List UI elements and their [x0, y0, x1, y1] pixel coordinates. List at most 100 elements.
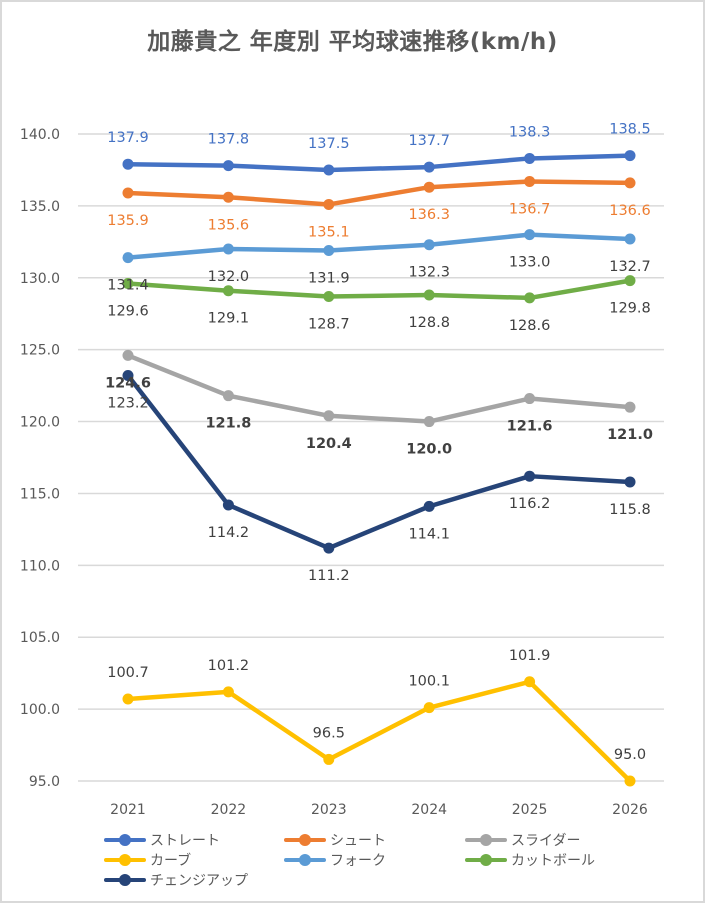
series-0-data-label: 138.3 — [509, 124, 551, 140]
series-1-data-label: 135.6 — [208, 217, 250, 233]
series-0-data-label: 137.5 — [308, 136, 350, 152]
legend-swatch-icon — [284, 830, 326, 850]
series-5-point — [624, 275, 636, 287]
series-2-point — [524, 393, 536, 405]
series-0-point — [122, 158, 134, 170]
legend-item: シュート — [284, 830, 386, 850]
series-1-data-label: 136.7 — [509, 201, 551, 217]
series-5-data-label: 128.6 — [509, 318, 551, 334]
legend-item: チェンジアップ — [104, 870, 248, 890]
series-6-data-label: 123.2 — [107, 396, 149, 412]
chart-title: 加藤貴之 年度別 平均球速推移(km/h) — [147, 29, 558, 55]
series-5-line — [125, 278, 633, 301]
series-0-point — [423, 161, 435, 173]
gridlines — [78, 133, 664, 782]
y-tick-label: 115.0 — [20, 486, 60, 502]
series-2-point — [323, 410, 335, 422]
legend-item: スライダー — [465, 830, 580, 850]
series-0-data-label: 138.5 — [609, 122, 651, 138]
series-6-point — [423, 500, 435, 512]
legend-swatch-icon — [465, 850, 507, 870]
series-3-line — [125, 679, 633, 784]
series-6-data-label: 114.2 — [208, 525, 250, 541]
series-5-data-label: 129.8 — [609, 301, 651, 317]
series-5-data-label: 129.6 — [107, 304, 149, 320]
legend-label: ストレート — [150, 833, 220, 849]
series-5-point — [423, 289, 435, 301]
series-0-point — [323, 164, 335, 176]
series-3-point — [323, 753, 335, 765]
series-3-point — [423, 702, 435, 714]
series-6-line — [125, 373, 633, 551]
series-6-data-label: 111.2 — [308, 568, 350, 584]
series-4-point — [122, 252, 134, 264]
series-6-data-label: 115.8 — [609, 502, 651, 518]
series-3-data-label: 101.2 — [208, 658, 250, 674]
series-5-data-label: 128.8 — [408, 315, 450, 331]
series-5-point — [323, 290, 335, 302]
series-1-point — [222, 191, 234, 203]
y-tick-label: 135.0 — [20, 199, 60, 215]
series-4-data-label: 131.9 — [308, 270, 350, 286]
x-tick-label: 2022 — [211, 802, 247, 818]
series-1-point — [122, 187, 134, 199]
series-2-data-label: 120.4 — [306, 436, 352, 452]
y-tick-label: 125.0 — [20, 343, 60, 359]
series-5-point — [122, 278, 134, 290]
legend-swatch-icon — [284, 850, 326, 870]
series-2-line — [125, 353, 633, 424]
series-3-point — [624, 775, 636, 787]
series-4-point — [624, 233, 636, 245]
series-0-data-label: 137.7 — [408, 133, 450, 149]
legend-item: カーブ — [104, 850, 191, 870]
series-2-data-label: 121.8 — [205, 416, 251, 432]
series-1-data-label: 136.3 — [408, 207, 450, 223]
series-5-data-label: 128.7 — [308, 316, 350, 332]
series-2-point — [122, 349, 134, 361]
legend-label: フォーク — [330, 853, 386, 869]
y-axis-tick-labels: 140.0 135.0 130.0 125.0 120.0 115.0 110.0 105.0… — [20, 127, 60, 790]
series-4-data-label: 132.7 — [609, 259, 651, 275]
series-0-point — [624, 150, 636, 162]
series-1-data-label: 136.6 — [609, 203, 651, 219]
series-1-line — [125, 179, 633, 207]
x-axis-tick-labels: 2021 2022 2023 2024 2025 2026 — [110, 802, 648, 818]
series-5-point — [222, 285, 234, 297]
legend-swatch-icon — [465, 830, 507, 850]
y-tick-label: 140.0 — [20, 127, 60, 143]
x-tick-label: 2021 — [110, 802, 146, 818]
series-0-data-label: 137.8 — [208, 132, 250, 148]
y-tick-label: 110.0 — [20, 558, 60, 574]
series-lines — [122, 150, 636, 787]
series-5-data-label: 129.1 — [208, 311, 250, 327]
series-1-data-label: 135.1 — [308, 224, 350, 240]
x-tick-label: 2026 — [612, 802, 648, 818]
series-1-point — [323, 198, 335, 210]
legend-item: フォーク — [284, 850, 386, 870]
series-2-data-label: 121.0 — [607, 427, 653, 443]
series-3-data-label: 100.7 — [107, 665, 149, 681]
series-3-point — [524, 676, 536, 688]
series-2-point — [423, 416, 435, 428]
legend-label: カットボール — [511, 853, 595, 869]
series-3-data-label: 101.9 — [509, 648, 551, 664]
legend-item: ストレート — [104, 830, 220, 850]
series-3-point — [222, 686, 234, 698]
series-6-point — [624, 476, 636, 488]
series-4-line — [125, 232, 633, 260]
legend-label: カーブ — [150, 853, 192, 869]
series-0-point — [222, 160, 234, 172]
series-3-data-label: 100.1 — [408, 674, 450, 690]
data-labels: 137.9 137.8 137.5 137.7 138.3 138.5 135.9 135.6… — [105, 122, 653, 763]
series-4-point — [222, 243, 234, 255]
x-tick-label: 2024 — [411, 802, 447, 818]
y-tick-label: 120.0 — [20, 415, 60, 431]
series-2-point — [624, 401, 636, 413]
legend-label: シュート — [330, 833, 386, 849]
series-4-data-label: 131.4 — [107, 278, 149, 294]
y-tick-label: 95.0 — [29, 774, 60, 790]
y-tick-label: 130.0 — [20, 271, 60, 287]
legend-swatch-icon — [104, 830, 146, 850]
